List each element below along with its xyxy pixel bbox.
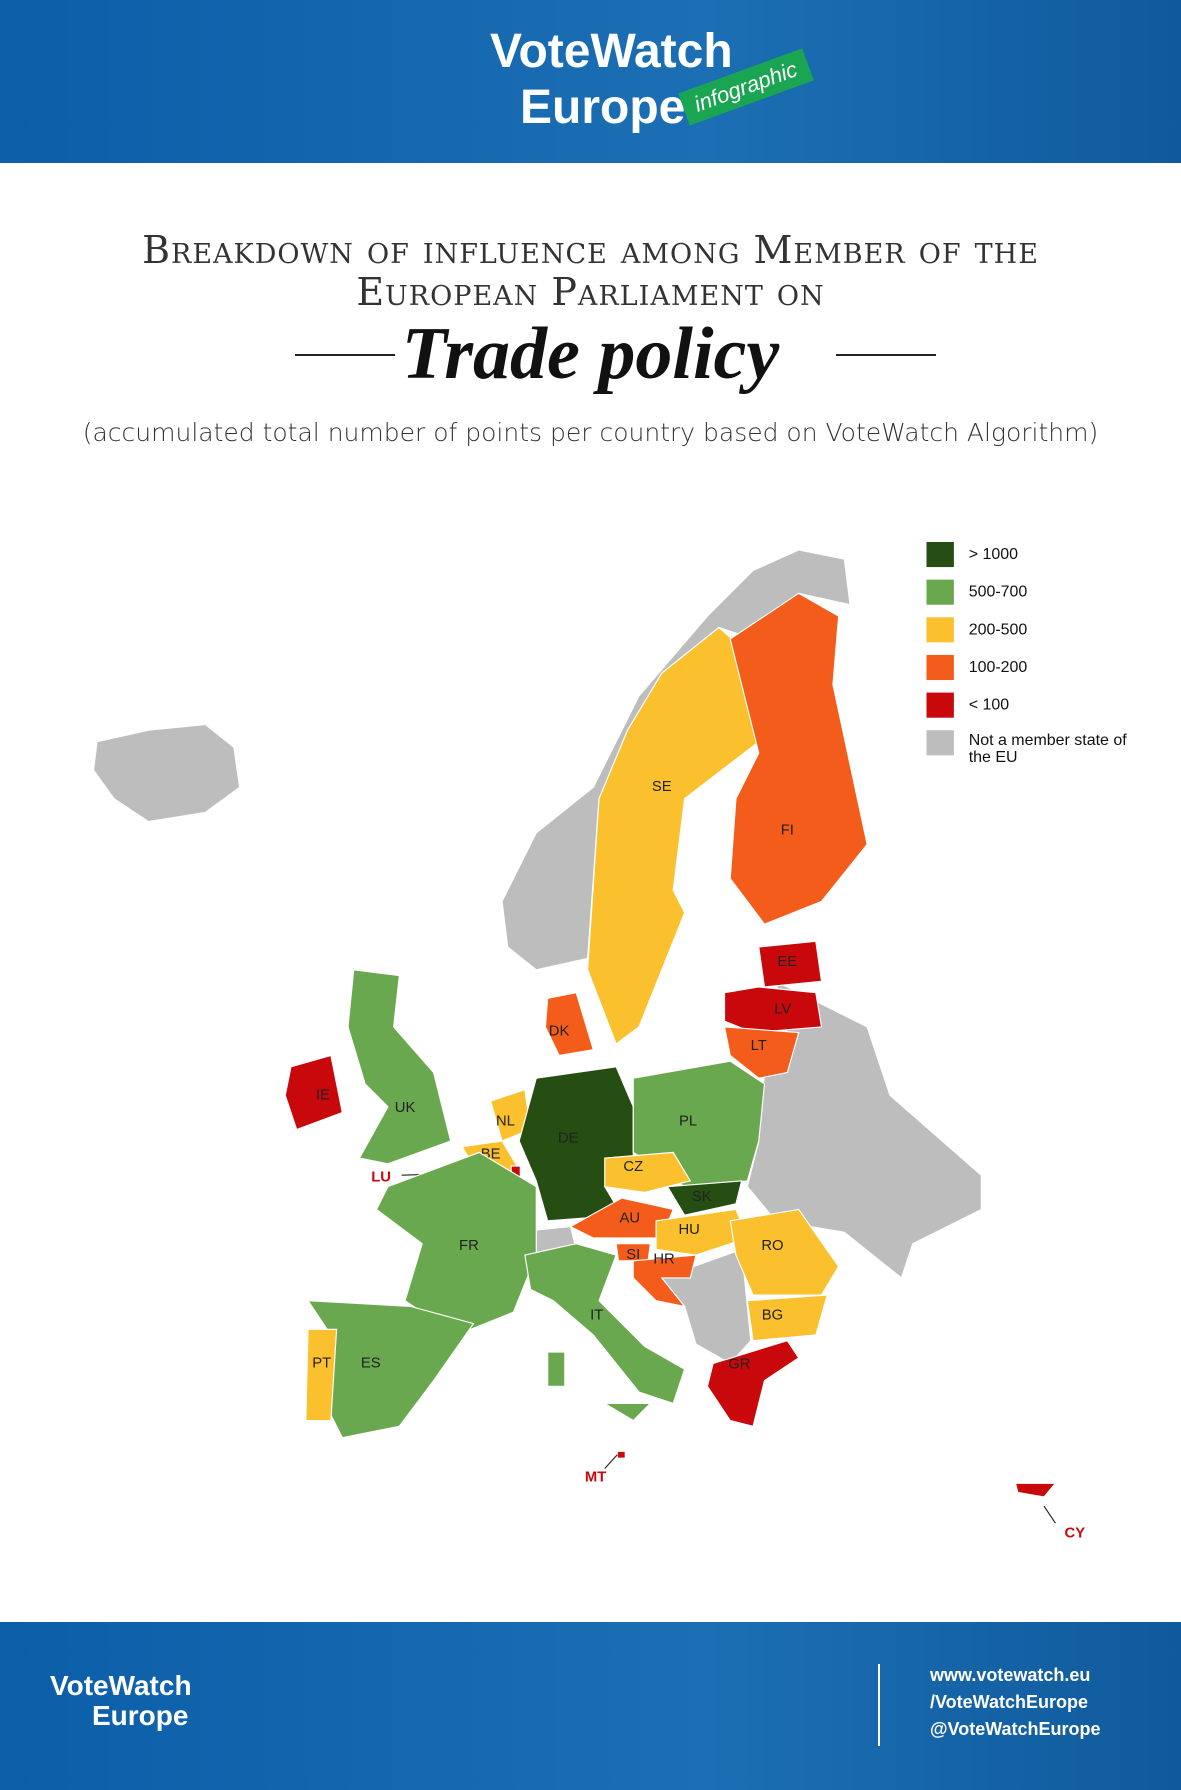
country-label: ES [361, 1355, 381, 1371]
legend-label: 200-500 [969, 621, 1028, 638]
footer-logo-line1: VoteWatch [50, 1670, 192, 1701]
legend-label: < 100 [969, 697, 1010, 714]
country-label: DK [549, 1023, 570, 1039]
country-label: GR [728, 1357, 751, 1373]
header: VoteWatch Europe infographic [0, 0, 1181, 163]
country-label: FR [459, 1238, 479, 1254]
country-label: SE [652, 779, 672, 795]
country [723, 986, 823, 1034]
logo-line2: Europe [520, 81, 686, 134]
legend-swatch [926, 692, 954, 718]
country [347, 969, 452, 1165]
country-label: MT [585, 1470, 606, 1486]
country-label: DE [558, 1131, 579, 1147]
country-label: UK [395, 1100, 416, 1116]
footer-logo-line2: Europe [92, 1700, 189, 1731]
subtitle: (accumulated total number of points per … [82, 418, 1099, 447]
country-label: SI [626, 1247, 640, 1263]
country [706, 1340, 800, 1427]
legend-swatch [926, 541, 954, 568]
legend-label: 100-200 [969, 659, 1028, 676]
country-label: IE [316, 1087, 330, 1103]
country [758, 940, 823, 988]
country-label: EE [777, 954, 797, 970]
country [375, 1151, 537, 1336]
country [305, 1328, 338, 1422]
map: SEFIEELVLTDKUKIENLBELUDEPLCZSKAUHUROBGSI… [92, 541, 1128, 1541]
country [746, 1294, 828, 1342]
country-label: HU [678, 1222, 699, 1238]
country-label: LV [774, 1002, 791, 1018]
country [524, 1243, 686, 1405]
country [616, 1450, 626, 1459]
country-label: PL [679, 1114, 697, 1130]
topic: Trade policy [401, 313, 780, 395]
country-label: AU [620, 1211, 641, 1227]
legend-swatch [926, 730, 954, 756]
country [723, 1026, 800, 1079]
country [602, 1402, 652, 1422]
country [284, 1054, 343, 1131]
leader-line [1043, 1505, 1056, 1524]
iceland [92, 723, 241, 823]
legend-label: Not a member state of the EU [969, 732, 1128, 766]
logo-line1: VoteWatch [490, 25, 733, 78]
rule [295, 354, 395, 356]
legend-label: 500-700 [969, 584, 1028, 601]
country-label: RO [761, 1238, 783, 1254]
footer: VoteWatch Europe www.votewatch.eu /VoteW… [0, 1622, 1181, 1790]
twitter: @VoteWatchEurope [930, 1719, 1101, 1739]
country-label: NL [496, 1114, 515, 1130]
country-label: CY [1065, 1525, 1086, 1541]
country-label: HR [653, 1252, 675, 1268]
country [632, 1254, 697, 1308]
country-label: FI [781, 823, 794, 839]
country [544, 992, 595, 1057]
facebook: /VoteWatchEurope [930, 1692, 1089, 1712]
country-label: PT [312, 1355, 331, 1371]
legend-swatch [926, 617, 954, 643]
country [666, 1180, 743, 1216]
legend-label: > 1000 [969, 546, 1018, 563]
legend-swatch [926, 579, 954, 605]
country-label: BG [762, 1307, 783, 1323]
country-label: LU [371, 1169, 391, 1185]
title-line1: Breakdown of influence among Member of t… [142, 228, 1039, 272]
country-label: CZ [623, 1159, 643, 1175]
country-label: LT [751, 1038, 767, 1054]
leader-line [604, 1454, 618, 1469]
legend-swatch [926, 654, 954, 681]
country [547, 1351, 566, 1387]
country [729, 592, 868, 925]
country-label: IT [590, 1307, 603, 1323]
rule [836, 354, 936, 356]
title-line2: European Parliament on [356, 270, 825, 314]
country [1014, 1482, 1057, 1498]
country-label: SK [692, 1189, 712, 1205]
divider [878, 1664, 880, 1746]
country [655, 1208, 749, 1256]
website: www.votewatch.eu [930, 1665, 1091, 1685]
